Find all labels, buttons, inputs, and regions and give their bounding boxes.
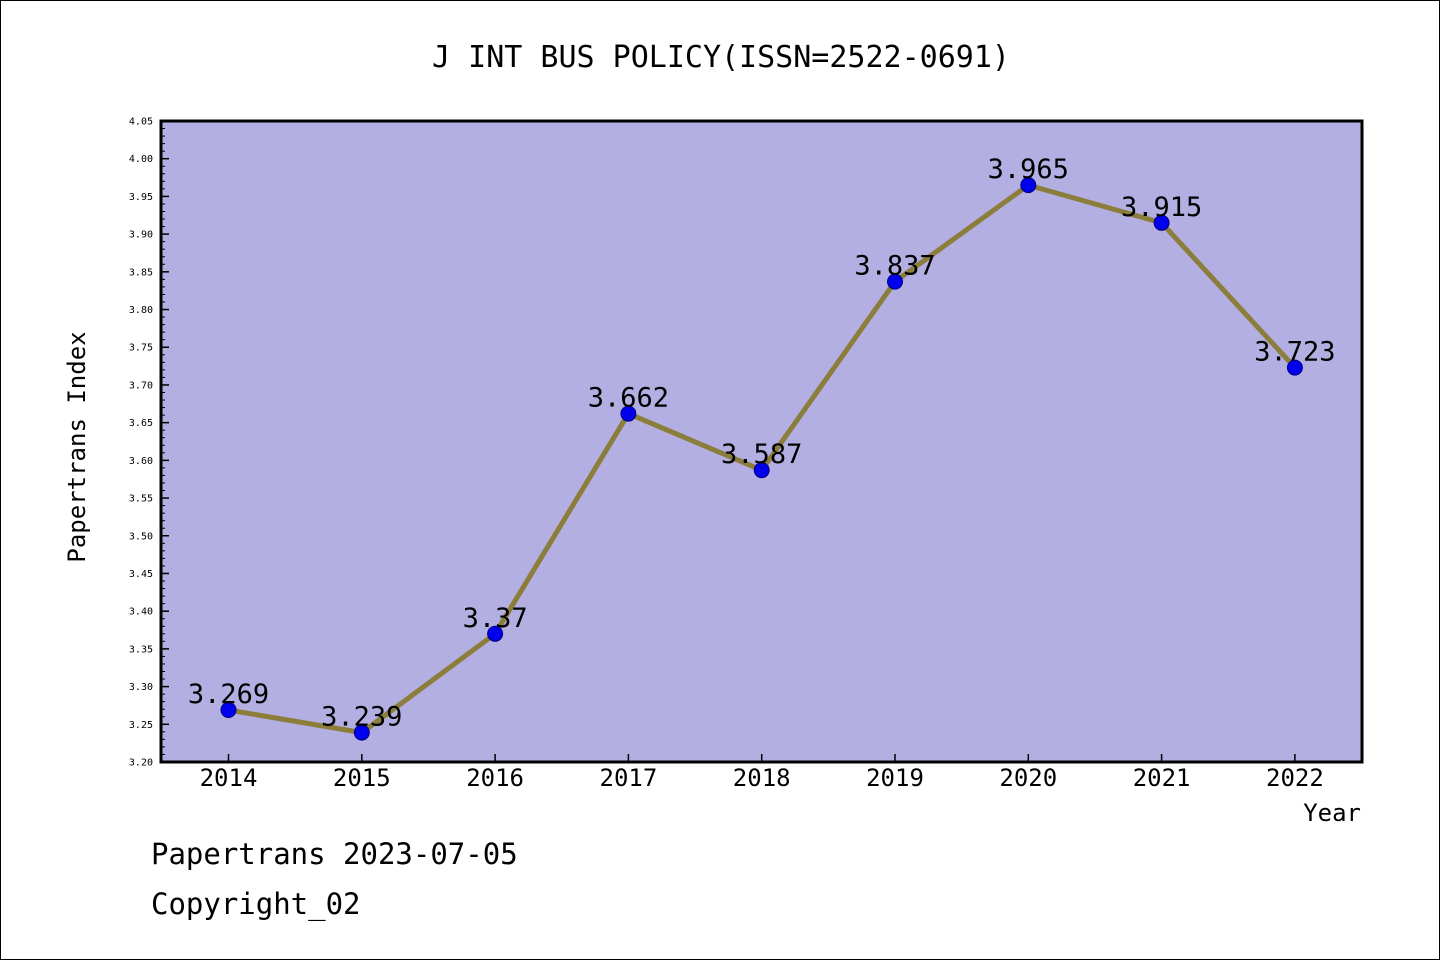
data-point bbox=[1153, 214, 1170, 231]
data-point bbox=[620, 405, 637, 422]
y-tick-label: 3.85 bbox=[129, 267, 153, 278]
x-tick-label: 2022 bbox=[1266, 764, 1324, 792]
y-tick-label: 3.80 bbox=[129, 305, 153, 316]
y-tick-label: 3.50 bbox=[129, 531, 153, 542]
y-tick-label: 3.75 bbox=[129, 343, 153, 354]
data-label: 3.269 bbox=[188, 679, 269, 710]
data-label: 3.723 bbox=[1254, 337, 1335, 368]
y-tick-label: 3.70 bbox=[129, 380, 153, 391]
footer-date: Papertrans 2023-07-05 bbox=[151, 837, 518, 871]
footer-copyright: Copyright_02 bbox=[151, 887, 361, 921]
x-axis: 2014 2015 2016 2017 2018 2019 2020 2021 2022 bbox=[200, 754, 1324, 792]
data-label: 3.662 bbox=[588, 383, 669, 414]
y-tick-label: 3.90 bbox=[129, 230, 153, 241]
data-point bbox=[1020, 177, 1037, 194]
y-tick-label: 3.30 bbox=[129, 682, 153, 693]
x-tick-label: 2019 bbox=[866, 764, 924, 792]
data-point bbox=[753, 462, 770, 479]
x-tick-label: 2016 bbox=[466, 764, 524, 792]
y-tick-label: 3.35 bbox=[129, 644, 153, 655]
data-label: 3.837 bbox=[854, 251, 935, 282]
data-label: 3.915 bbox=[1121, 192, 1202, 223]
data-point bbox=[220, 701, 237, 718]
series-group: 3.269 3.239 3.37 3.662 3.587 3.837 3.965 3.915 3… bbox=[188, 154, 1336, 741]
data-label: 3.239 bbox=[321, 702, 402, 733]
y-tick-label: 4.00 bbox=[129, 154, 153, 165]
data-point bbox=[487, 625, 504, 642]
y-tick-label: 3.95 bbox=[129, 192, 153, 203]
x-tick-label: 2017 bbox=[600, 764, 658, 792]
y-axis-label: Papertrans Index bbox=[63, 331, 91, 562]
x-tick-label: 2018 bbox=[733, 764, 791, 792]
data-label: 3.37 bbox=[463, 603, 528, 634]
data-label: 3.965 bbox=[988, 154, 1069, 185]
y-tick-label: 4.05 bbox=[129, 117, 153, 128]
y-tick-label: 3.40 bbox=[129, 607, 153, 618]
data-point bbox=[353, 724, 370, 741]
y-tick-label: 3.20 bbox=[129, 758, 153, 769]
y-tick-label: 3.25 bbox=[129, 720, 153, 731]
y-tick-label: 3.55 bbox=[129, 494, 153, 505]
x-tick-label: 2020 bbox=[999, 764, 1057, 792]
x-axis-label: Year bbox=[1303, 799, 1361, 827]
y-axis: 3.20 3.25 3.30 3.35 3.40 3.45 3.50 3.55 3.60 3.65… bbox=[129, 117, 169, 769]
chart-title: J INT BUS POLICY(ISSN=2522-0691) bbox=[432, 40, 1010, 75]
x-tick-label: 2021 bbox=[1133, 764, 1191, 792]
data-label: 3.587 bbox=[721, 439, 802, 470]
y-tick-label: 3.60 bbox=[129, 456, 153, 467]
data-point bbox=[887, 273, 903, 290]
x-tick-label: 2015 bbox=[333, 764, 391, 792]
data-point bbox=[1286, 359, 1303, 376]
x-tick-label: 2014 bbox=[200, 764, 258, 792]
y-tick-label: 3.45 bbox=[129, 569, 153, 580]
y-tick-label: 3.65 bbox=[129, 418, 153, 429]
